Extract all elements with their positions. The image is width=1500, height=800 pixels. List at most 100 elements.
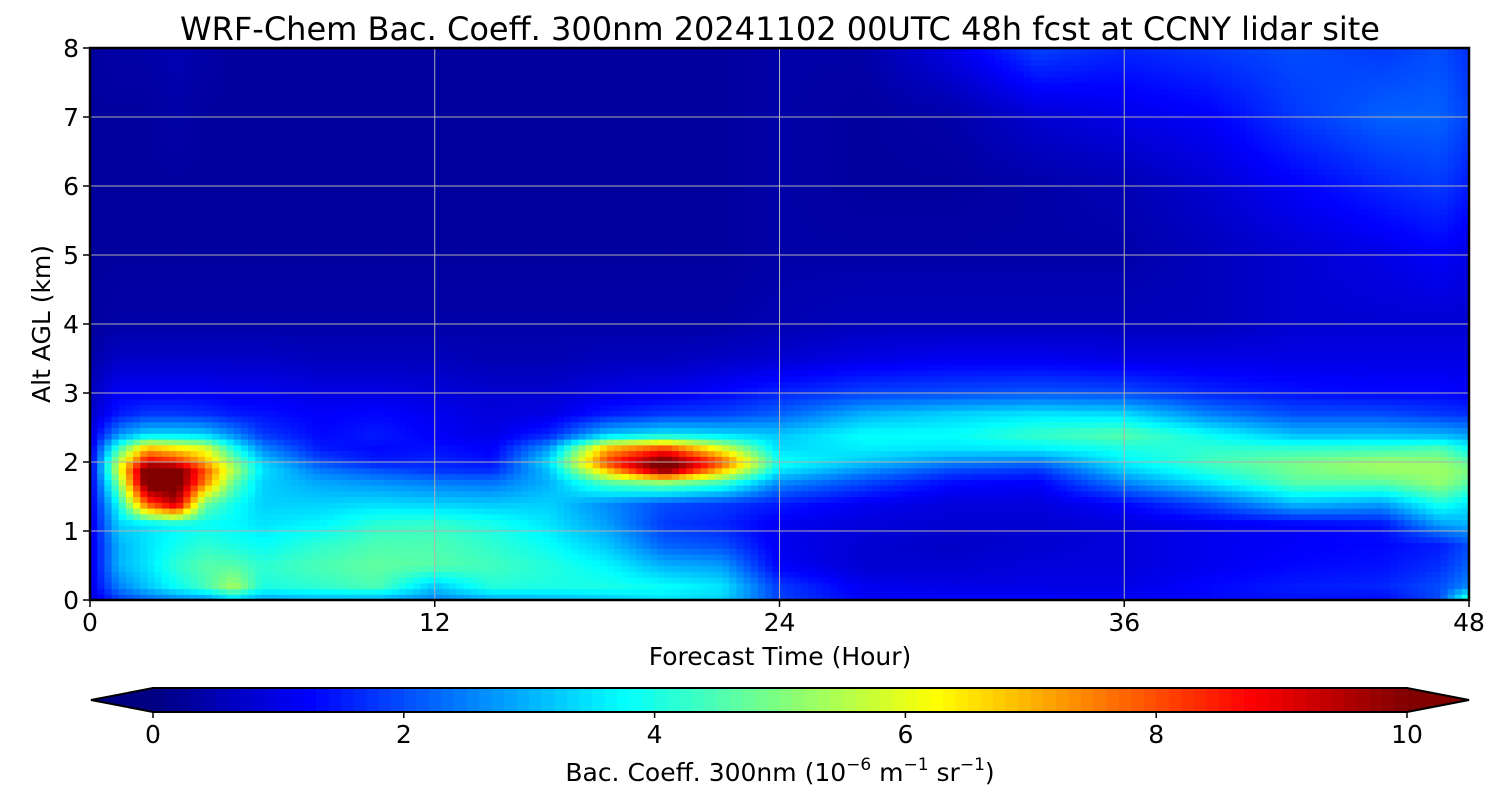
heatmap-cell xyxy=(377,502,386,509)
heatmap-cell xyxy=(456,548,465,555)
heatmap-cell xyxy=(90,467,98,475)
heatmap-cell xyxy=(104,209,113,216)
heatmap-cell xyxy=(291,490,299,498)
heatmap-cell xyxy=(312,536,321,544)
heatmap-cell xyxy=(169,525,177,532)
heatmap-cell xyxy=(298,594,307,600)
heatmap-cell xyxy=(219,71,228,78)
heatmap-cell xyxy=(348,48,357,55)
heatmap-cell xyxy=(370,347,378,354)
heatmap-cell xyxy=(161,180,170,187)
heatmap-cell xyxy=(97,387,105,394)
heatmap-cell xyxy=(341,203,350,210)
heatmap-cell xyxy=(341,588,350,595)
heatmap-cell xyxy=(240,117,249,124)
heatmap-cell xyxy=(377,174,386,181)
heatmap-cell xyxy=(305,496,314,503)
heatmap-cell xyxy=(312,140,321,147)
heatmap-cell xyxy=(147,312,156,319)
heatmap-cell xyxy=(90,473,98,480)
heatmap-cell xyxy=(240,370,249,377)
heatmap-cell xyxy=(276,427,285,434)
heatmap-cell xyxy=(441,255,450,262)
heatmap-cell xyxy=(355,82,364,89)
heatmap-cell xyxy=(140,295,149,302)
heatmap-cell xyxy=(355,335,364,342)
heatmap-cell xyxy=(269,232,278,239)
heatmap-cell xyxy=(140,531,149,538)
heatmap-cell xyxy=(219,295,228,302)
heatmap-cell xyxy=(197,191,206,199)
heatmap-cell xyxy=(183,53,192,61)
heatmap-cell xyxy=(233,249,242,256)
heatmap-cell xyxy=(133,444,141,452)
heatmap-cell xyxy=(97,283,105,291)
heatmap-cell xyxy=(370,393,378,400)
heatmap-cell xyxy=(449,117,457,124)
heatmap-cell xyxy=(147,191,156,199)
heatmap-cell xyxy=(255,352,263,360)
heatmap-cell xyxy=(456,329,465,337)
heatmap-cell xyxy=(269,163,278,170)
heatmap-cell xyxy=(90,393,98,400)
heatmap-cell xyxy=(312,134,321,141)
heatmap-cell xyxy=(248,151,256,158)
heatmap-cell xyxy=(190,473,199,480)
heatmap-cell xyxy=(327,151,335,158)
heatmap-cell xyxy=(427,364,436,371)
heatmap-cell xyxy=(262,157,271,164)
heatmap-cell xyxy=(161,220,170,227)
heatmap-cell xyxy=(298,548,307,555)
heatmap-cell xyxy=(348,594,357,600)
heatmap-cell xyxy=(204,266,213,273)
heatmap-cell xyxy=(377,260,386,268)
heatmap-cell xyxy=(147,249,156,256)
heatmap-cell xyxy=(161,94,170,101)
heatmap-cell xyxy=(348,398,357,406)
heatmap-cell xyxy=(197,226,206,233)
heatmap-cell xyxy=(398,278,407,285)
heatmap-cell xyxy=(312,554,321,561)
heatmap-cell xyxy=(197,111,206,118)
heatmap-cell xyxy=(341,335,350,342)
heatmap-cell xyxy=(449,71,457,78)
heatmap-cell xyxy=(226,582,235,590)
heatmap-cell xyxy=(154,594,163,600)
heatmap-cell xyxy=(140,324,149,331)
heatmap-cell xyxy=(370,542,378,549)
heatmap-cell xyxy=(183,151,192,158)
heatmap-cell xyxy=(111,295,120,302)
heatmap-cell xyxy=(384,324,393,331)
heatmap-cell xyxy=(377,99,386,107)
heatmap-cell xyxy=(147,197,156,204)
heatmap-cell xyxy=(212,163,220,170)
heatmap-cell xyxy=(441,232,450,239)
heatmap-cell xyxy=(384,214,393,222)
heatmap-cell xyxy=(355,140,364,147)
heatmap-cell xyxy=(370,577,378,584)
heatmap-cell xyxy=(197,513,206,521)
heatmap-cell xyxy=(427,554,436,561)
heatmap-cell xyxy=(219,191,228,199)
heatmap-cell xyxy=(420,180,429,187)
heatmap-cell xyxy=(147,82,156,89)
heatmap-cell xyxy=(269,444,278,452)
heatmap-cell xyxy=(291,450,299,457)
heatmap-cell xyxy=(118,462,127,469)
heatmap-cell xyxy=(355,427,364,434)
heatmap-cell xyxy=(226,145,235,153)
heatmap-cell xyxy=(197,404,206,411)
heatmap-cell xyxy=(283,163,292,170)
heatmap-cell xyxy=(319,341,328,348)
heatmap-cell xyxy=(125,220,134,227)
heatmap-cell xyxy=(441,145,450,153)
heatmap-cell xyxy=(413,473,421,480)
heatmap-cell xyxy=(204,134,213,141)
heatmap-cell xyxy=(240,548,249,555)
heatmap-cell xyxy=(240,76,249,84)
heatmap-cell xyxy=(276,490,285,498)
heatmap-cell xyxy=(377,237,386,245)
heatmap-cell xyxy=(456,168,465,176)
heatmap-cell xyxy=(255,174,263,181)
heatmap-cell xyxy=(355,588,364,595)
